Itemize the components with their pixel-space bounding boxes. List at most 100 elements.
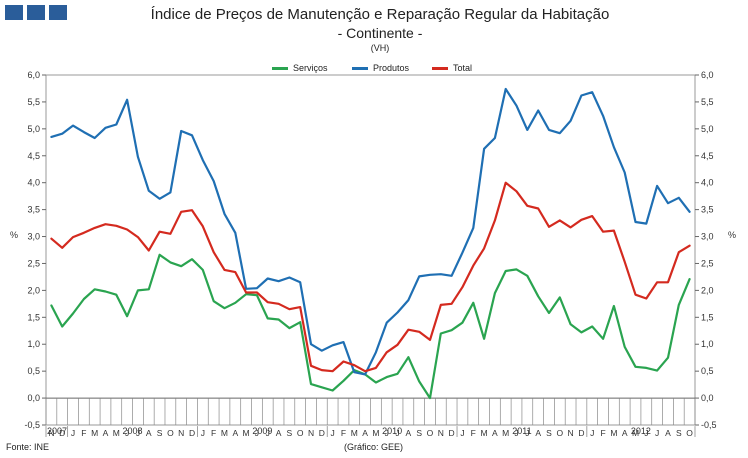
x-tick-label: D bbox=[319, 428, 325, 438]
x-year-label: 2012 bbox=[631, 426, 651, 436]
x-year-label: 2009 bbox=[252, 426, 272, 436]
x-tick-label: N bbox=[308, 428, 314, 438]
x-tick-label: A bbox=[276, 428, 282, 438]
x-tick-label: O bbox=[297, 428, 304, 438]
y-tick-label-right: 6,0 bbox=[701, 70, 714, 80]
legend-swatch-servicos bbox=[272, 66, 288, 70]
x-tick-label: A bbox=[103, 428, 109, 438]
y-tick-label-right: 0,0 bbox=[701, 393, 714, 403]
x-tick-label: M bbox=[632, 428, 639, 438]
x-tick-label: J bbox=[590, 428, 594, 438]
x-tick-label: J bbox=[395, 428, 399, 438]
y-tick-label-left: 5,5 bbox=[27, 97, 40, 107]
chart-subtitle: - Continente - bbox=[337, 25, 423, 41]
legend-swatch-produtos bbox=[352, 66, 368, 70]
plot-frame bbox=[45, 74, 696, 426]
x-tick-label: N bbox=[568, 428, 574, 438]
y-tick-label-right: 5,0 bbox=[701, 124, 714, 134]
legend-label-servicos: Serviços bbox=[293, 63, 328, 73]
y-tick-label-left: 2,5 bbox=[27, 258, 40, 268]
y-tick-label-left: -0,5 bbox=[24, 420, 40, 430]
y-tick-label-right: 1,5 bbox=[701, 312, 714, 322]
y-tick-label-left: 4,5 bbox=[27, 151, 40, 161]
logo-square bbox=[27, 5, 45, 20]
x-tick-label: D bbox=[189, 428, 195, 438]
series-line-total bbox=[50, 181, 691, 373]
y-tick-label-left: 4,0 bbox=[27, 178, 40, 188]
x-tick-label: A bbox=[232, 428, 238, 438]
x-tick-label: F bbox=[600, 428, 605, 438]
x-tick-label: O bbox=[686, 428, 693, 438]
series-line-servicos bbox=[50, 253, 691, 400]
y-tick-label-left: 0,0 bbox=[27, 393, 40, 403]
x-tick-label: N bbox=[438, 428, 444, 438]
logo-square bbox=[5, 5, 23, 20]
x-year-label: 2010 bbox=[382, 426, 402, 436]
x-tick-label: J bbox=[266, 428, 270, 438]
x-tick-label: A bbox=[492, 428, 498, 438]
x-tick-label: M bbox=[113, 428, 120, 438]
y-tick-label-right: 3,0 bbox=[701, 232, 714, 242]
x-tick-label: D bbox=[59, 428, 65, 438]
legend-swatch-total bbox=[432, 66, 448, 70]
x-tick-label: M bbox=[372, 428, 379, 438]
legend-item-total: Total bbox=[432, 62, 472, 74]
x-tick-label: M bbox=[221, 428, 228, 438]
legend-label-total: Total bbox=[453, 63, 473, 73]
x-tick-label: J bbox=[525, 428, 529, 438]
x-tick-label: O bbox=[167, 428, 174, 438]
x-tick-label: D bbox=[449, 428, 455, 438]
x-tick-label: M bbox=[243, 428, 250, 438]
chart-title: Índice de Preços de Manutenção e Reparaç… bbox=[150, 6, 610, 23]
x-tick-label: S bbox=[287, 428, 293, 438]
x-tick-label: J bbox=[71, 428, 75, 438]
x-year-label: 2011 bbox=[512, 426, 531, 436]
y-axis-label-left: % bbox=[10, 230, 18, 240]
source-note: Fonte: INE bbox=[6, 442, 50, 452]
credit-note: (Gráfico: GEE) bbox=[344, 442, 404, 452]
legend-label-produtos: Produtos bbox=[373, 63, 410, 73]
x-tick-label: A bbox=[665, 428, 671, 438]
x-tick-label: M bbox=[502, 428, 509, 438]
x-tick-label: J bbox=[460, 428, 464, 438]
x-tick-label: O bbox=[556, 428, 563, 438]
y-tick-label-left: 0,5 bbox=[27, 366, 40, 376]
x-tick-label: M bbox=[610, 428, 617, 438]
y-tick-label-left: 6,0 bbox=[27, 70, 40, 80]
x-tick-label: D bbox=[578, 428, 584, 438]
chart-legend: Serviços Produtos Total bbox=[0, 62, 748, 74]
x-tick-label: A bbox=[146, 428, 152, 438]
x-tick-label: S bbox=[416, 428, 422, 438]
x-tick-label: F bbox=[211, 428, 216, 438]
y-tick-label-left: 3,0 bbox=[27, 232, 40, 242]
x-tick-label: J bbox=[331, 428, 335, 438]
legend-item-produtos: Produtos bbox=[352, 62, 409, 74]
y-tick-label-right: 2,5 bbox=[701, 258, 714, 268]
x-tick-label: A bbox=[535, 428, 541, 438]
x-tick-label: S bbox=[546, 428, 552, 438]
x-tick-label: O bbox=[427, 428, 434, 438]
y-axis-label-right: % bbox=[728, 230, 736, 240]
series-line-produtos bbox=[50, 87, 691, 376]
x-tick-label: F bbox=[471, 428, 476, 438]
x-tick-label: S bbox=[157, 428, 163, 438]
y-tick-label-left: 5,0 bbox=[27, 124, 40, 134]
legend-item-servicos: Serviços bbox=[272, 62, 328, 74]
x-tick-label: J bbox=[255, 428, 259, 438]
x-tick-label: A bbox=[362, 428, 368, 438]
x-tick-label: J bbox=[136, 428, 140, 438]
chart-unit: (VH) bbox=[370, 43, 390, 53]
x-tick-label: N bbox=[178, 428, 184, 438]
y-tick-label-right: 4,0 bbox=[701, 178, 714, 188]
y-tick-label-right: 1,0 bbox=[701, 339, 714, 349]
x-tick-label: A bbox=[622, 428, 628, 438]
x-tick-label: M bbox=[481, 428, 488, 438]
logo-square bbox=[49, 5, 67, 20]
x-tick-label: J bbox=[514, 428, 518, 438]
y-tick-label-right: 2,0 bbox=[701, 285, 714, 295]
x-tick-label: J bbox=[644, 428, 648, 438]
x-year-label: 2007 bbox=[47, 426, 67, 436]
y-tick-label-right: 4,5 bbox=[701, 151, 714, 161]
x-tick-label: A bbox=[406, 428, 412, 438]
